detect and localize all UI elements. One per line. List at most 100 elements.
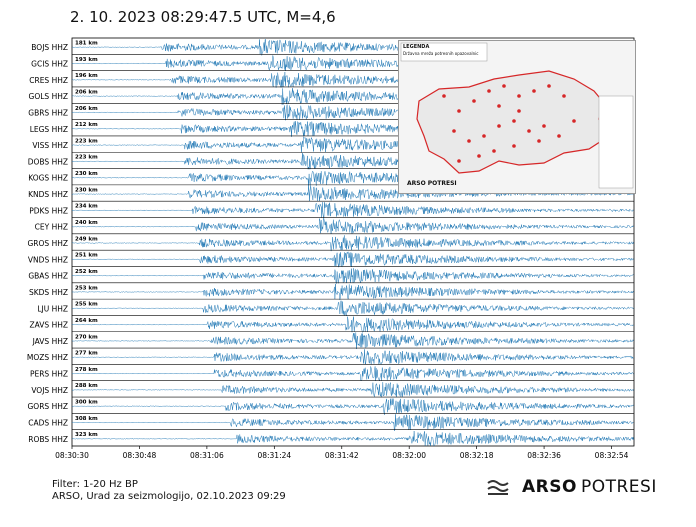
waveform-trace [71, 430, 634, 447]
distance-label: 196 km [75, 73, 98, 79]
waveform-trace [71, 251, 634, 268]
map-station-marker [457, 159, 461, 163]
distance-label: 181 km [75, 41, 98, 47]
x-tick-label: 08:31:24 [257, 451, 291, 460]
waveform-trace [71, 235, 634, 252]
station-label: JAVS HHZ [32, 337, 68, 346]
distance-label: 230 km [75, 187, 98, 193]
chart-title: 2. 10. 2023 08:29:47.5 UTC, M=4,6 [70, 8, 336, 26]
station-label: VOJS HHZ [31, 386, 68, 395]
brand-potresi: POTRESI [580, 477, 657, 497]
distance-label: 255 km [75, 302, 98, 308]
distance-label: 264 km [75, 318, 98, 324]
waveform-trace [71, 283, 634, 300]
distance-label: 323 km [75, 432, 98, 438]
map-station-marker [482, 134, 486, 138]
distance-label: 206 km [75, 89, 98, 95]
station-map-inset: LEGENDA Državna mreža potresnih opazoval… [398, 40, 636, 194]
map-station-marker [572, 119, 576, 123]
distance-label: 308 km [75, 416, 98, 422]
station-label: GORS HHZ [28, 402, 69, 411]
distance-label: 288 km [75, 383, 98, 389]
station-label: ZAVS HHZ [30, 321, 68, 330]
arso-logo: ARSO POTRESI [486, 477, 657, 497]
station-label: PERS HHZ [30, 370, 68, 379]
map-station-marker [497, 104, 501, 108]
waveform-trace [71, 398, 634, 415]
map-station-marker [542, 124, 546, 128]
station-label: VNDS HHZ [28, 255, 68, 264]
map-station-marker [497, 124, 501, 128]
x-tick-label: 08:31:42 [325, 451, 359, 460]
map-station-marker [512, 119, 516, 123]
station-label: PDKS HHZ [29, 206, 68, 215]
waveform-trace [71, 349, 634, 366]
station-label: LEGS HHZ [30, 125, 68, 134]
map-station-marker [457, 109, 461, 113]
x-tick-label: 08:32:54 [595, 451, 629, 460]
waveform-trace [72, 300, 634, 317]
map-station-marker [547, 84, 551, 88]
map-station-marker [517, 109, 521, 113]
distance-label: 249 km [75, 236, 98, 242]
distance-label: 300 km [75, 400, 98, 406]
x-tick-label: 08:30:30 [55, 451, 89, 460]
waveform-trace [71, 316, 634, 333]
map-station-marker [487, 89, 491, 93]
station-label: LJU HHZ [37, 304, 68, 313]
distance-label: 206 km [75, 106, 98, 112]
map-station-marker [517, 94, 521, 98]
station-label: GBRS HHZ [28, 108, 68, 117]
x-tick-label: 08:32:18 [460, 451, 494, 460]
waveform-trace [71, 413, 634, 431]
station-label: SKDS HHZ [29, 288, 68, 297]
inset-logo: ARSO POTRESI [407, 180, 457, 187]
station-label: VISS HHZ [32, 141, 68, 150]
distance-label: 253 km [75, 285, 98, 291]
map-station-marker [467, 139, 471, 143]
station-markers [442, 84, 576, 163]
station-label: CRES HHZ [29, 76, 68, 85]
map-station-marker [537, 139, 541, 143]
waveform-trace [71, 366, 634, 382]
station-label: MOZS HHZ [27, 353, 68, 362]
distance-label: 240 km [75, 220, 98, 226]
map-station-marker [492, 149, 496, 153]
station-label: CEY HHZ [35, 223, 68, 232]
waveform-trace [71, 268, 634, 285]
map-station-marker [527, 129, 531, 133]
distance-label: 270 km [75, 334, 98, 340]
distance-label: 212 km [75, 122, 98, 128]
station-label: BOJS HHZ [31, 43, 68, 52]
waveform-trace [71, 202, 634, 219]
slovenia-map [399, 41, 635, 193]
map-station-marker [532, 89, 536, 93]
station-label: GBAS HHZ [28, 272, 68, 281]
map-station-marker [562, 94, 566, 98]
map-station-marker [442, 94, 446, 98]
waveform-trace [71, 332, 634, 350]
distance-label: 230 km [75, 171, 98, 177]
waveform-trace [71, 217, 634, 234]
x-tick-label: 08:32:00 [392, 451, 426, 460]
waveform-trace [71, 382, 634, 398]
station-label: GCIS HHZ [31, 59, 68, 68]
brand-arso: ARSO [522, 477, 577, 497]
distance-label: 278 km [75, 367, 98, 373]
distance-label: 252 km [75, 269, 98, 275]
x-tick-label: 08:31:06 [190, 451, 224, 460]
station-label: GROS HHZ [28, 239, 69, 248]
distance-label: 193 km [75, 57, 98, 63]
map-station-marker [502, 84, 506, 88]
map-station-marker [472, 99, 476, 103]
arso-wave-icon [487, 480, 509, 495]
station-label: KNDS HHZ [28, 190, 68, 199]
x-tick-label: 08:32:36 [527, 451, 561, 460]
map-station-marker [557, 134, 561, 138]
station-label: GOLS HHZ [29, 92, 68, 101]
station-label: DOBS HHZ [28, 157, 68, 166]
map-station-marker [512, 144, 516, 148]
legend-item: Državna mreža potresnih opazovalnic [403, 51, 479, 56]
map-station-marker [477, 154, 481, 158]
station-label: CADS HHZ [28, 419, 68, 428]
